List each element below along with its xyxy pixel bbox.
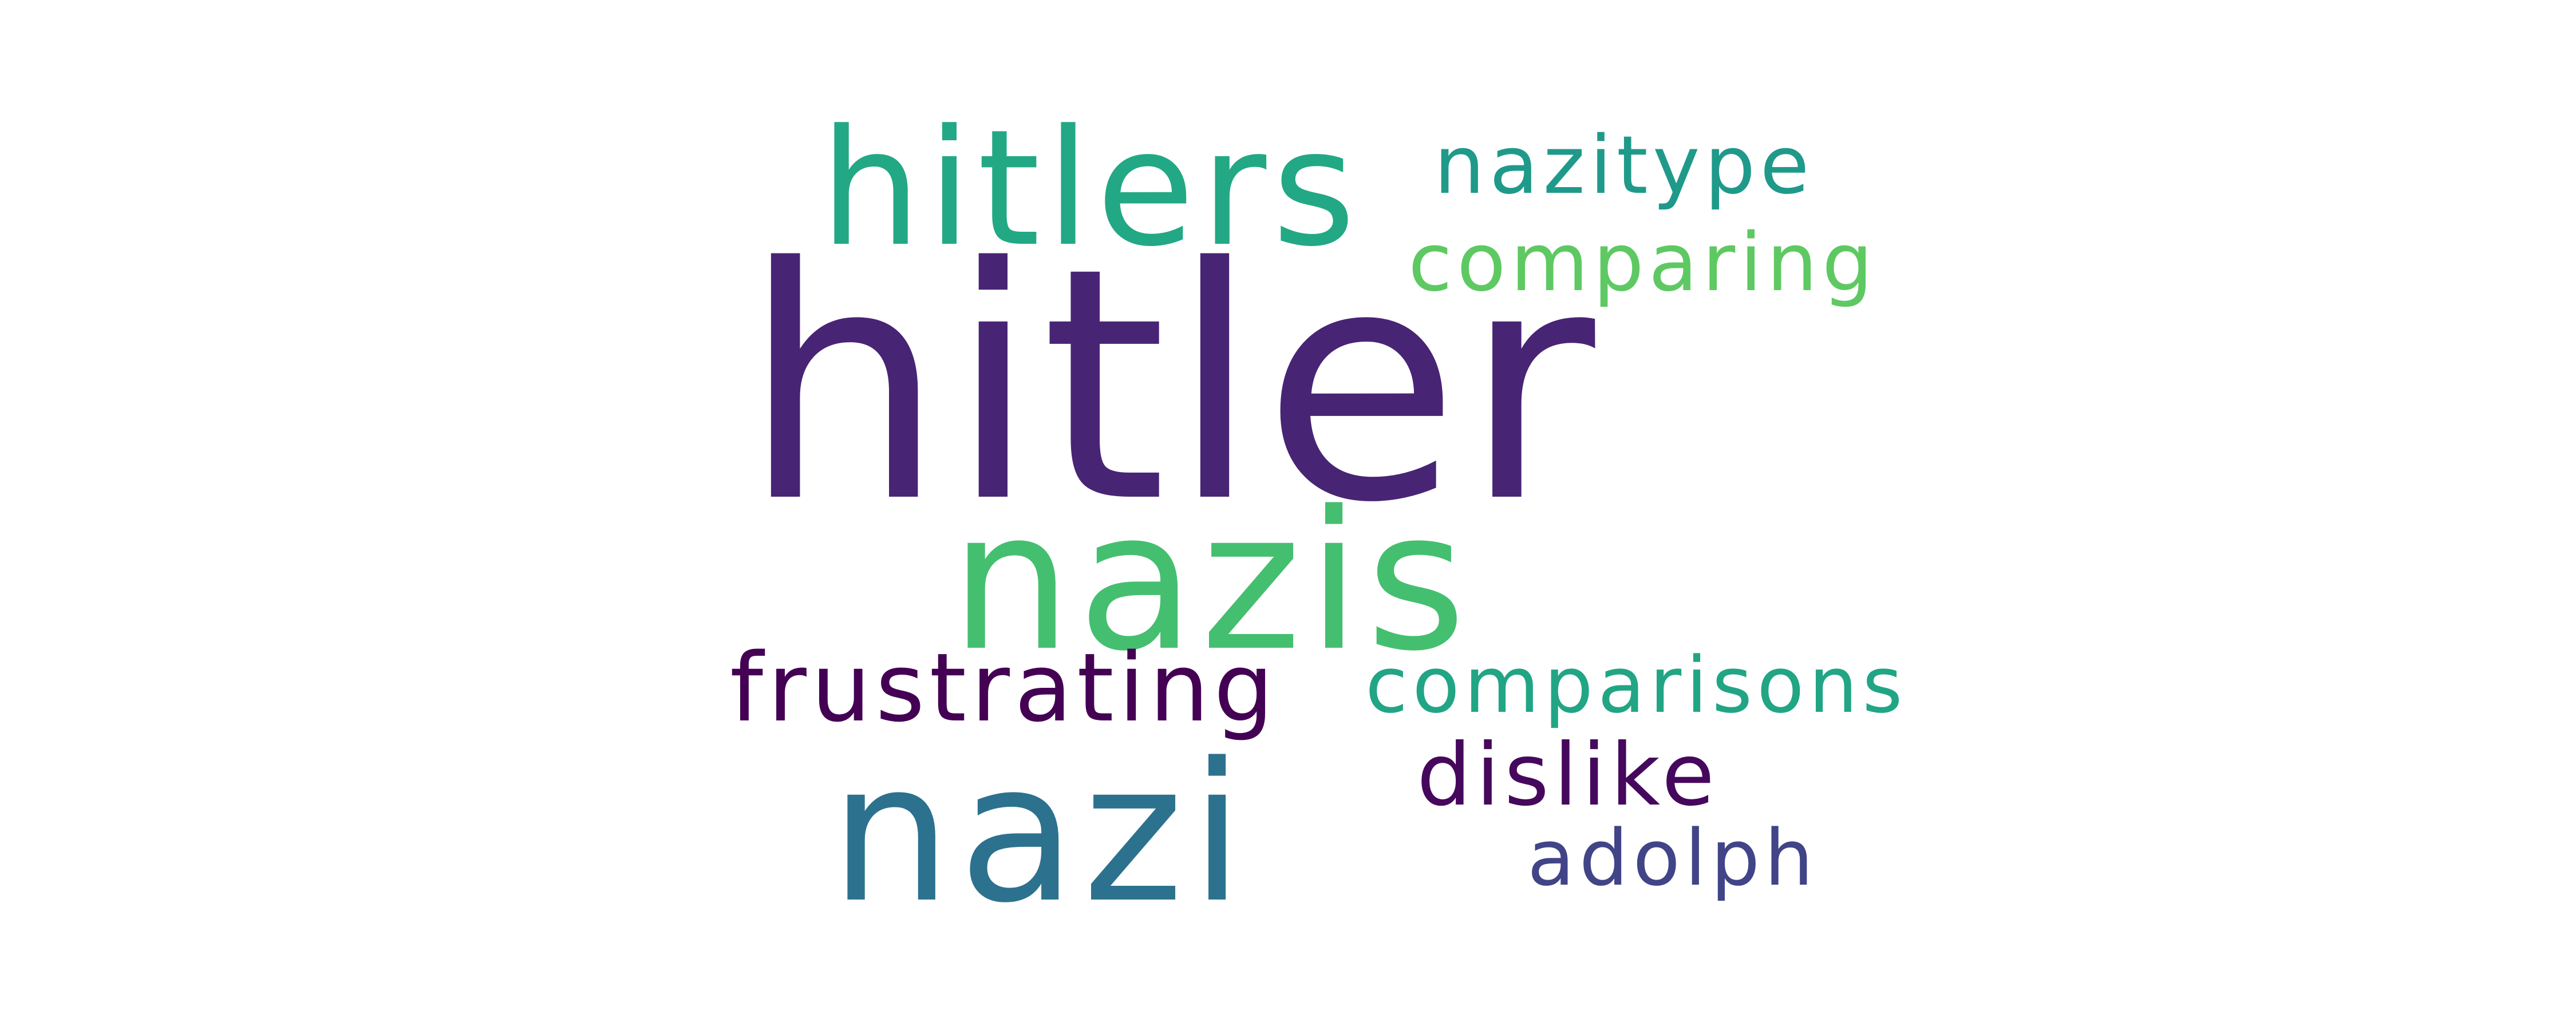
word-nazis: nazis xyxy=(950,470,1472,694)
word-comparing: comparing xyxy=(1408,216,1878,310)
word-nazitype: nazitype xyxy=(1434,119,1814,212)
word-nazi: nazi xyxy=(830,722,1251,945)
word-comparisons: comparisons xyxy=(1365,640,1907,730)
word-adolph: adolph xyxy=(1527,813,1818,903)
word-frustrating: frustrating xyxy=(730,633,1278,743)
word-hitler: hitler xyxy=(742,200,1599,573)
word-dislike: dislike xyxy=(1417,726,1720,825)
word-hitlers: hitlers xyxy=(820,96,1362,282)
